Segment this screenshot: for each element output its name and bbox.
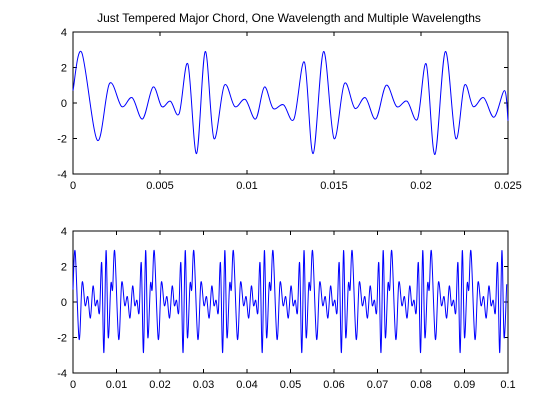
x-tick-label: 0.005 bbox=[146, 180, 174, 192]
series-line-top bbox=[72, 50, 509, 155]
x-tick-label: 0.025 bbox=[494, 180, 522, 192]
x-tick-label: 0.04 bbox=[236, 379, 257, 391]
x-tick-label: 0.05 bbox=[280, 379, 301, 391]
x-tick-label: 0.1 bbox=[500, 379, 515, 391]
x-tick-label: 0.015 bbox=[320, 180, 348, 192]
y-tick-label: -2 bbox=[57, 134, 67, 146]
axes-bottom-ticks bbox=[72, 230, 509, 374]
x-tick-label: 0.01 bbox=[236, 180, 257, 192]
x-tick-label: 0.02 bbox=[149, 379, 170, 391]
y-tick-label: 0 bbox=[61, 297, 67, 309]
axes-top-ticks bbox=[72, 31, 509, 175]
x-tick-label: 0.01 bbox=[106, 379, 127, 391]
y-tick-label: -2 bbox=[57, 333, 67, 345]
y-tick-label: 4 bbox=[61, 27, 67, 39]
y-tick-label: 2 bbox=[61, 63, 67, 75]
x-tick-label: 0 bbox=[70, 379, 76, 391]
x-tick-label: 0.03 bbox=[193, 379, 214, 391]
axes-bottom-tick-labels: 0 0.01 0.02 0.03 0.04 0.05 0.06 0.07 0.08 0.09 0.1… bbox=[57, 226, 515, 391]
x-tick-label: 0.08 bbox=[410, 379, 431, 391]
axes-bottom: 0 0.01 0.02 0.03 0.04 0.05 0.06 0.07 0.08 0.09 0.1… bbox=[57, 226, 515, 391]
axes-top-tick-labels: 0 0.005 0.01 0.015 0.02 0.025 -4 -2 0 2 4 bbox=[57, 27, 522, 192]
x-tick-label: 0.06 bbox=[323, 379, 344, 391]
y-tick-label: 4 bbox=[61, 226, 67, 238]
y-tick-label: 0 bbox=[61, 98, 67, 110]
axes-top-frame bbox=[72, 31, 509, 175]
y-tick-label: 2 bbox=[61, 262, 67, 274]
x-tick-label: 0.02 bbox=[410, 180, 431, 192]
y-tick-label: -4 bbox=[57, 368, 67, 380]
x-tick-label: 0.09 bbox=[454, 379, 475, 391]
x-tick-label: 0.07 bbox=[367, 379, 388, 391]
figure-title: Just Tempered Major Chord, One Wavelengt… bbox=[97, 11, 481, 25]
series-line-bottom bbox=[72, 249, 508, 354]
axes-top: 0 0.005 0.01 0.015 0.02 0.025 -4 -2 0 2 4 bbox=[57, 27, 522, 192]
y-tick-label: -4 bbox=[57, 169, 67, 181]
x-tick-label: 0 bbox=[70, 180, 76, 192]
